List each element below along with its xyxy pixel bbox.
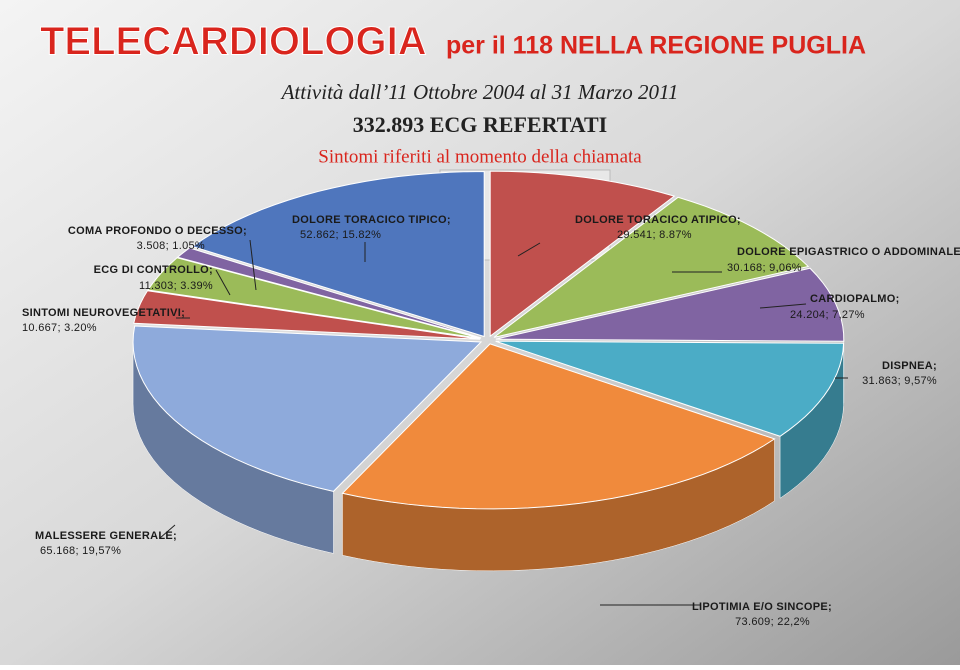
slice-label: CARDIOPALMO; [810, 293, 900, 305]
value-label: 65.168; 19,57% [40, 545, 121, 557]
slice-label: DOLORE EPIGASTRICO O ADDOMINALE; [737, 246, 960, 258]
slice-label: ECG DI CONTROLLO; [94, 264, 213, 276]
subtitle: Attività dall’11 Ottobre 2004 al 31 Marz… [280, 80, 679, 104]
value-label: 73.609; 22,2% [735, 616, 810, 628]
slice-label: DISPNEA; [882, 360, 937, 372]
slice-label: LIPOTIMIA E/O SINCOPE; [692, 601, 832, 613]
value-label: 52.862; 15.82% [300, 229, 381, 241]
value-label: 31.863; 9,57% [862, 375, 937, 387]
slice-label: DOLORE TORACICO TIPICO; [292, 214, 451, 226]
slice-label: COMA PROFONDO O DECESSO; [68, 225, 247, 237]
value-label: 10.667; 3.20% [22, 322, 97, 334]
value-label: 3.508; 1.05% [137, 240, 205, 252]
headline: 332.893 ECG REFERTATI [353, 112, 608, 137]
chart-title-suffix: per il 118 NELLA REGIONE PUGLIA [446, 32, 866, 60]
value-label: 30.168; 9,06% [727, 262, 802, 274]
value-label: 24.204; 7,27% [790, 309, 865, 321]
slice-label: MALESSERE GENERALE; [35, 530, 177, 542]
value-label: 29.541; 8.87% [617, 229, 692, 241]
value-label: 11.303; 3.39% [139, 280, 213, 292]
caption: Sintomi riferiti al momento della chiama… [318, 146, 642, 167]
chart-title: TELECARDIOLOGIA [40, 20, 427, 64]
slice-label: DOLORE TORACICO ATIPICO; [575, 214, 741, 226]
slice-label: SINTOMI NEUROVEGETATIVI; [22, 307, 185, 319]
